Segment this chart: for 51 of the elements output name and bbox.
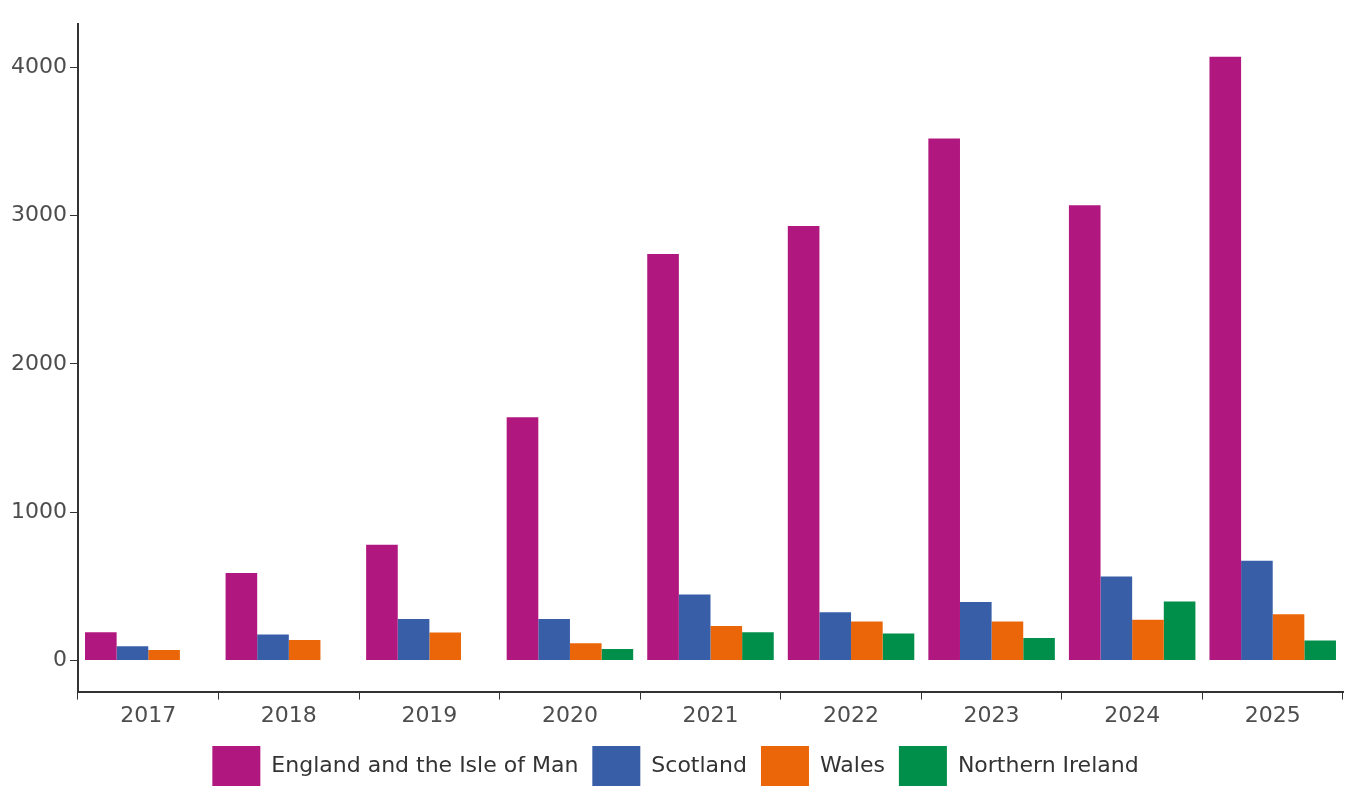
x-tick-label: 2022 [823, 701, 880, 727]
bar [991, 621, 1024, 660]
x-tick-label: 2017 [120, 701, 177, 727]
y-tick-label: 0 [52, 646, 67, 672]
bar [647, 254, 679, 660]
bar [429, 632, 462, 660]
x-tick-label: 2020 [541, 701, 598, 727]
x-tick-label: 2024 [1104, 701, 1161, 727]
y-tick-label: 2000 [10, 349, 67, 375]
bar [1132, 619, 1164, 660]
bar [288, 639, 321, 660]
y-tick-label: 3000 [10, 201, 67, 227]
bar [601, 649, 634, 660]
bar [116, 646, 149, 660]
bar [366, 544, 398, 660]
legend-label: Northern Ireland [957, 751, 1139, 777]
bar [1023, 638, 1055, 660]
y-tick-label: 4000 [10, 52, 67, 78]
bar [1241, 560, 1273, 660]
bar [1272, 614, 1305, 660]
bar [569, 643, 602, 660]
bar [397, 618, 430, 660]
bar [787, 225, 820, 660]
x-tick-label: 2018 [260, 701, 317, 727]
bar [1100, 576, 1133, 660]
bar [928, 138, 960, 660]
legend-label: Wales [819, 751, 885, 777]
x-tick-label: 2025 [1244, 701, 1301, 727]
bar [851, 621, 883, 660]
bar [85, 632, 117, 660]
bar [710, 625, 743, 660]
bar [882, 633, 915, 660]
bar [819, 612, 852, 660]
bar [959, 602, 992, 660]
bar [1209, 56, 1242, 660]
bar [506, 417, 539, 660]
x-tick-label: 2019 [401, 701, 458, 727]
bar [742, 632, 774, 660]
bar [538, 618, 570, 660]
bar [1304, 640, 1336, 660]
bar [148, 649, 180, 660]
legend-label: Scotland [651, 751, 747, 777]
bar [678, 594, 711, 660]
y-tick-label: 1000 [10, 497, 67, 523]
x-tick-label: 2023 [963, 701, 1020, 727]
bar [1163, 601, 1196, 660]
bar [1068, 205, 1101, 660]
legend-label: England and the Isle of Man [271, 751, 579, 777]
x-tick-label: 2021 [682, 701, 739, 727]
bar [225, 572, 258, 660]
bar [257, 634, 289, 660]
